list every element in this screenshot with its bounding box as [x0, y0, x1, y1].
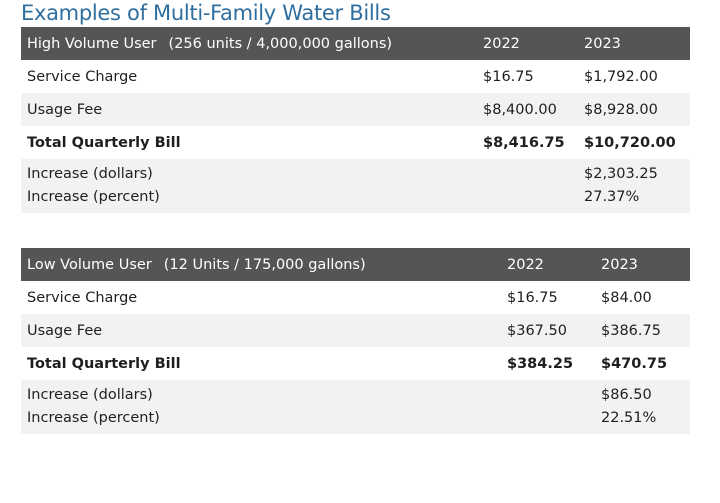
- header-label: Low Volume User: [27, 256, 152, 273]
- row-value-2023: $470.75: [601, 355, 668, 372]
- header-detail: (12 Units / 175,000 gallons): [163, 256, 366, 273]
- header-detail: (256 units / 4,000,000 gallons): [168, 35, 393, 52]
- row-value-2023: $1,792.00: [584, 68, 658, 85]
- increase-percent-value: 22.51%: [601, 410, 657, 426]
- row-value-2022: $16.75: [507, 289, 558, 306]
- row-label: Total Quarterly Bill: [27, 355, 181, 372]
- header-cell-user: High Volume User (256 units / 4,000,000 g…: [21, 27, 477, 60]
- page-title: Examples of Multi-Family Water Bills: [21, 1, 391, 25]
- row-value-2023: $386.75: [595, 314, 690, 347]
- increase-labels: Increase (dollars) Increase (percent): [21, 380, 501, 434]
- increase-dollars-value: $2,303.25: [584, 166, 658, 182]
- header-year-2: 2023: [595, 248, 690, 281]
- increase-row: Increase (dollars) Increase (percent) $2,…: [21, 159, 690, 213]
- row-label: Usage Fee: [21, 314, 501, 347]
- row-value-2023: $84.00: [601, 289, 652, 306]
- row-value-2022: $384.25: [507, 355, 574, 372]
- table-header-row: Low Volume User (12 Units / 175,000 gallo…: [21, 248, 690, 281]
- total-row: Total Quarterly Bill $8,416.75 $10,720.0…: [21, 126, 690, 159]
- row-label: Usage Fee: [21, 93, 477, 126]
- header-year-2: 2023: [578, 27, 690, 60]
- low-volume-bill-table: Low Volume User (12 Units / 175,000 gallo…: [21, 248, 690, 434]
- increase-dollars-label: Increase (dollars): [27, 166, 153, 182]
- table-header-row: High Volume User (256 units / 4,000,000 g…: [21, 27, 690, 60]
- table-row: Usage Fee $367.50 $386.75: [21, 314, 690, 347]
- row-value-2023: $8,928.00: [578, 93, 690, 126]
- increase-percent-label: Increase (percent): [27, 189, 160, 205]
- row-label: Service Charge: [27, 289, 138, 306]
- increase-values: $2,303.25 27.37%: [578, 159, 690, 213]
- increase-values: $86.50 22.51%: [595, 380, 690, 434]
- row-label: Total Quarterly Bill: [27, 134, 181, 151]
- increase-row: Increase (dollars) Increase (percent) $86…: [21, 380, 690, 434]
- increase-dollars-label: Increase (dollars): [27, 387, 153, 403]
- row-value-2022: $8,400.00: [477, 93, 578, 126]
- header-cell-user: Low Volume User (12 Units / 175,000 gallo…: [21, 248, 501, 281]
- row-value-2022: $8,416.75: [483, 134, 565, 151]
- table-row: Service Charge $16.75 $84.00: [21, 281, 690, 314]
- row-label: Service Charge: [27, 68, 138, 85]
- row-value-2023: $10,720.00: [584, 134, 676, 151]
- row-value-2022: $367.50: [501, 314, 595, 347]
- total-row: Total Quarterly Bill $384.25 $470.75: [21, 347, 690, 380]
- row-value-2022: $16.75: [483, 68, 534, 85]
- increase-empty-cell: [501, 380, 595, 434]
- increase-percent-value: 27.37%: [584, 189, 640, 205]
- high-volume-bill-table: High Volume User (256 units / 4,000,000 g…: [21, 27, 690, 213]
- table-row: Usage Fee $8,400.00 $8,928.00: [21, 93, 690, 126]
- increase-labels: Increase (dollars) Increase (percent): [21, 159, 477, 213]
- header-year-1: 2022: [501, 248, 595, 281]
- increase-empty-cell: [477, 159, 578, 213]
- increase-dollars-value: $86.50: [601, 387, 652, 403]
- increase-percent-label: Increase (percent): [27, 410, 160, 426]
- header-year-1: 2022: [477, 27, 578, 60]
- table-row: Service Charge $16.75 $1,792.00: [21, 60, 690, 93]
- header-label: High Volume User: [27, 35, 157, 52]
